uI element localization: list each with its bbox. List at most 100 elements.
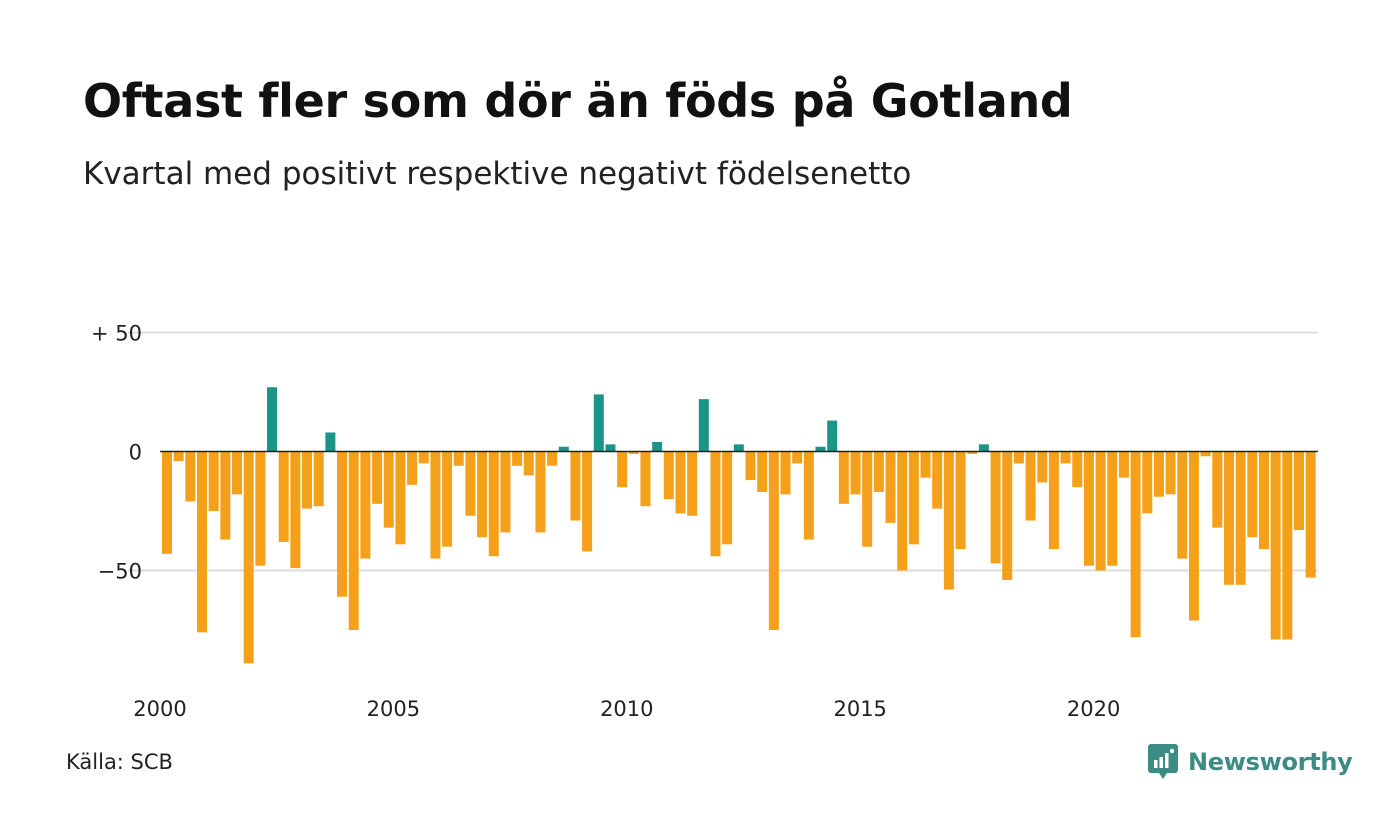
bar bbox=[803, 451, 814, 540]
bar bbox=[1072, 451, 1083, 488]
bar bbox=[1200, 451, 1211, 457]
bar bbox=[967, 451, 978, 454]
chart-subtitle: Kvartal med positivt respektive negativt… bbox=[83, 156, 912, 192]
bar bbox=[862, 451, 873, 547]
bar bbox=[605, 444, 616, 452]
bar bbox=[1270, 451, 1281, 640]
bar bbox=[792, 451, 803, 464]
bar bbox=[710, 451, 721, 557]
bar bbox=[442, 451, 453, 547]
bar bbox=[430, 451, 441, 559]
bar bbox=[593, 394, 604, 452]
bar bbox=[1130, 451, 1141, 638]
bar bbox=[675, 451, 686, 514]
bar bbox=[745, 451, 756, 481]
bar bbox=[1095, 451, 1106, 571]
bar bbox=[325, 432, 336, 452]
bar bbox=[628, 451, 639, 454]
bar bbox=[1107, 451, 1118, 566]
bar bbox=[617, 451, 628, 488]
bar bbox=[827, 420, 838, 452]
bar bbox=[453, 451, 464, 466]
bar bbox=[500, 451, 511, 533]
y-tick-label: 0 bbox=[129, 441, 142, 465]
bar bbox=[1025, 451, 1036, 521]
bar bbox=[523, 451, 534, 476]
bar bbox=[1258, 451, 1269, 550]
bar bbox=[850, 451, 861, 495]
y-tick-label: + 50 bbox=[91, 322, 142, 346]
bar bbox=[1165, 451, 1176, 495]
bar bbox=[1013, 451, 1024, 464]
bar bbox=[348, 451, 359, 630]
bar bbox=[360, 451, 371, 559]
bar bbox=[640, 451, 651, 507]
x-tick-label: 2000 bbox=[133, 697, 186, 721]
y-tick-label: −50 bbox=[98, 560, 142, 584]
newsworthy-logo-text: Newsworthy bbox=[1188, 748, 1353, 776]
chart-title: Oftast fler som dör än föds på Gotland bbox=[83, 74, 1073, 128]
bar bbox=[220, 451, 231, 540]
bar bbox=[908, 451, 919, 545]
bar bbox=[302, 451, 313, 509]
bar bbox=[897, 451, 908, 571]
bar bbox=[920, 451, 931, 478]
bar bbox=[1083, 451, 1094, 566]
bar bbox=[372, 451, 383, 504]
bar bbox=[885, 451, 896, 523]
bar bbox=[290, 451, 301, 569]
bar bbox=[815, 446, 826, 452]
source-note: Källa: SCB bbox=[66, 750, 173, 774]
bar bbox=[1247, 451, 1258, 538]
bar bbox=[383, 451, 394, 528]
bar bbox=[255, 451, 266, 566]
bar bbox=[185, 451, 196, 502]
bar bbox=[407, 451, 418, 485]
bar bbox=[477, 451, 488, 538]
bar bbox=[488, 451, 499, 557]
bar bbox=[838, 451, 849, 504]
bar bbox=[243, 451, 254, 664]
bar bbox=[943, 451, 954, 590]
bar bbox=[512, 451, 523, 466]
bar bbox=[1212, 451, 1223, 528]
bar bbox=[990, 451, 1001, 564]
bar bbox=[208, 451, 219, 511]
bar bbox=[1235, 451, 1246, 585]
bar bbox=[1305, 451, 1316, 578]
bar bbox=[663, 451, 674, 500]
x-tick-label: 2020 bbox=[1067, 697, 1120, 721]
bar bbox=[267, 387, 278, 452]
bar bbox=[1153, 451, 1164, 497]
bar bbox=[1118, 451, 1129, 478]
bar bbox=[652, 441, 663, 452]
bar bbox=[535, 451, 546, 533]
bar bbox=[418, 451, 429, 464]
bar bbox=[768, 451, 779, 630]
bar bbox=[698, 399, 709, 452]
bar bbox=[313, 451, 324, 507]
bar bbox=[197, 451, 208, 633]
bar bbox=[582, 451, 593, 552]
bar bbox=[978, 444, 989, 452]
x-tick-label: 2015 bbox=[833, 697, 886, 721]
bar bbox=[173, 451, 184, 462]
bar bbox=[1282, 451, 1293, 640]
newsworthy-logo: Newsworthy bbox=[1148, 744, 1353, 780]
bar bbox=[955, 451, 966, 550]
bar bbox=[1037, 451, 1048, 483]
bar bbox=[1293, 451, 1304, 531]
bar bbox=[1177, 451, 1188, 559]
bar bbox=[547, 451, 558, 466]
bar bbox=[873, 451, 884, 492]
bar bbox=[337, 451, 348, 597]
bar bbox=[780, 451, 791, 495]
bar bbox=[733, 444, 744, 452]
bar bbox=[278, 451, 289, 542]
bar bbox=[558, 446, 569, 452]
bar bbox=[232, 451, 243, 495]
bar bbox=[932, 451, 943, 509]
bar bbox=[1223, 451, 1234, 585]
bar bbox=[1002, 451, 1013, 581]
